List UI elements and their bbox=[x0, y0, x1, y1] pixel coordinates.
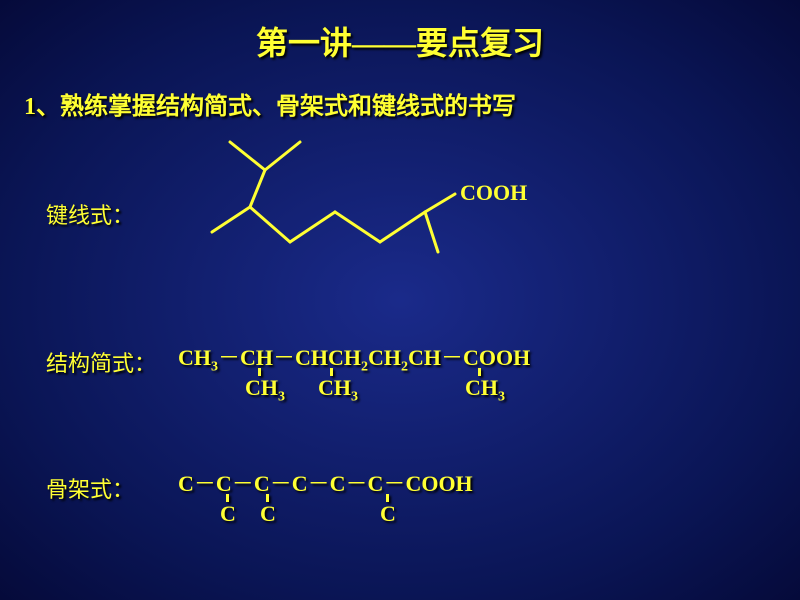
substituent: CH3 bbox=[318, 376, 358, 405]
slide-title: 第一讲——要点复习 bbox=[0, 18, 800, 64]
point-1: 1、熟练掌握结构简式、骨架式和键线式的书写 bbox=[24, 86, 516, 121]
cooh-label: COOH bbox=[460, 180, 527, 205]
bondline-structure: COOH bbox=[170, 132, 550, 292]
substituent: C bbox=[220, 502, 236, 525]
label-bondline: 键线式： bbox=[46, 198, 134, 230]
substituent: CH3 bbox=[465, 376, 505, 405]
label-condensed: 结构简式： bbox=[46, 346, 156, 378]
substituent: CH3 bbox=[245, 376, 285, 405]
label-skeleton: 骨架式： bbox=[46, 472, 134, 504]
substituent: C bbox=[260, 502, 276, 525]
substituent: C bbox=[380, 502, 396, 525]
skeleton-main: C－C－C－C－C－C－COOH bbox=[178, 472, 473, 495]
